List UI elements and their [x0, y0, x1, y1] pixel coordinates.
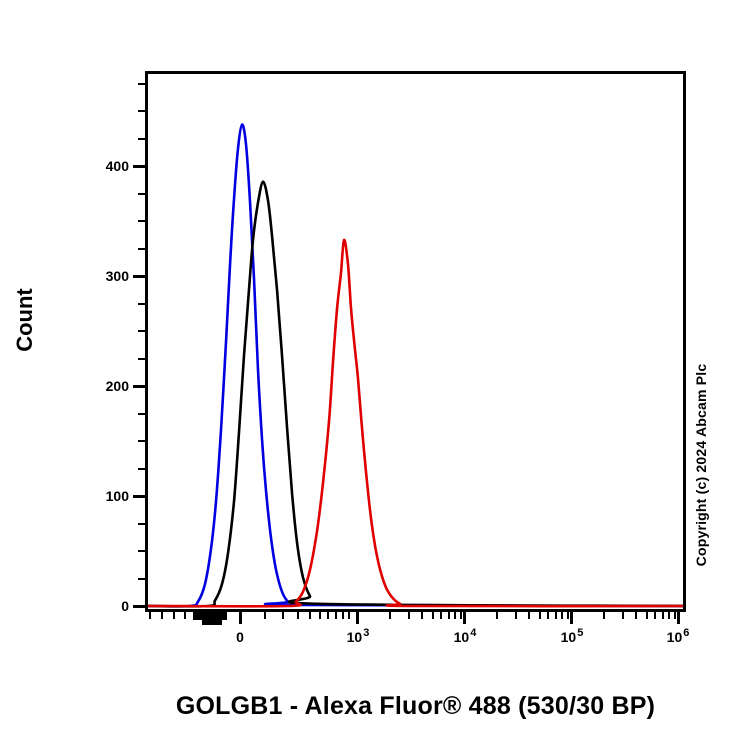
x-minor-tick: [319, 612, 321, 619]
x-minor-tick: [334, 612, 337, 619]
x-tick-label: 105: [560, 627, 584, 645]
y-minor-tick: [138, 550, 145, 553]
y-minor-tick: [138, 467, 145, 470]
x-minor-tick: [495, 612, 498, 619]
y-minor-tick: [138, 577, 145, 580]
x-minor-tick: [326, 612, 329, 619]
y-minor-tick: [138, 412, 145, 415]
plot-area: [145, 71, 686, 612]
x-major-tick: [463, 612, 467, 624]
x-minor-tick: [459, 612, 462, 619]
y-minor-tick: [138, 82, 145, 85]
x-minor-tick: [161, 612, 164, 619]
x-major-tick: [570, 612, 574, 624]
x-axis-title: GOLGB1 - Alexa Fluor® 488 (530/30 BP): [175, 692, 656, 720]
x-tick-label: 0: [236, 629, 244, 645]
x-minor-tick: [515, 612, 518, 619]
y-tick-label: 100: [105, 488, 129, 505]
x-minor-tick: [388, 612, 391, 619]
y-minor-tick: [138, 440, 145, 443]
y-minor-tick: [138, 522, 145, 525]
y-tick-label: 0: [121, 598, 129, 614]
blue-curve: [148, 123, 683, 608]
x-minor-tick: [173, 612, 175, 619]
x-minor-tick: [622, 612, 625, 619]
red-curve: [148, 238, 683, 608]
x-minor-tick: [554, 612, 557, 619]
y-minor-tick: [138, 110, 145, 113]
x-minor-tick: [440, 612, 443, 619]
x-minor-tick: [308, 612, 311, 619]
x-minor-tick: [148, 612, 151, 619]
x-minor-tick: [667, 612, 670, 619]
y-minor-tick: [138, 302, 145, 305]
x-minor-tick: [634, 612, 637, 619]
y-major-tick: [133, 384, 145, 388]
y-axis-title: Count: [12, 288, 37, 352]
y-major-tick: [133, 274, 145, 278]
x-minor-tick: [431, 612, 434, 619]
x-minor-tick: [661, 612, 664, 619]
x-minor-tick: [297, 612, 299, 619]
y-minor-tick: [138, 357, 145, 360]
y-major-tick: [133, 604, 145, 608]
y-major-tick: [133, 164, 145, 168]
x-minor-tick: [453, 612, 456, 619]
x-tick-label: 103: [346, 627, 370, 645]
x-minor-tick: [342, 612, 344, 619]
x-minor-tick: [281, 612, 284, 619]
x-major-tick: [676, 612, 680, 624]
y-minor-tick: [138, 137, 145, 140]
x-minor-tick: [547, 612, 550, 619]
x-tick-label: 104: [453, 627, 477, 645]
y-minor-tick: [138, 192, 145, 195]
y-tick-label: 200: [105, 378, 129, 395]
x-major-tick: [238, 612, 242, 624]
x-minor-tick: [538, 612, 541, 619]
x-minor-tick: [347, 612, 350, 619]
y-tick-label: 300: [105, 268, 129, 285]
x-minor-tick: [184, 612, 187, 619]
copyright-text: Copyright (c) 2024 Abcam Plc: [693, 363, 709, 567]
x-minor-tick: [566, 612, 569, 619]
x-minor-tick: [447, 612, 450, 619]
x-minor-tick: [654, 612, 657, 619]
x-minor-tick: [602, 612, 605, 619]
y-tick-label: 400: [105, 158, 129, 175]
y-minor-tick: [138, 330, 145, 333]
x-minor-tick: [645, 612, 648, 619]
x-minor-tick: [527, 612, 530, 619]
y-minor-tick: [138, 247, 145, 250]
x-minor-tick: [264, 612, 266, 619]
x-minor-tick: [420, 612, 423, 619]
x-minor-tick: [673, 612, 676, 619]
x-tick-label: 106: [666, 627, 690, 645]
x-minor-tick: [560, 612, 563, 619]
x-minor-tick: [408, 612, 411, 619]
histogram-curves: [148, 123, 683, 608]
y-major-tick: [133, 494, 145, 498]
zero-region-tick-cluster-tall: [202, 612, 222, 625]
y-minor-tick: [138, 220, 145, 223]
black-curve: [148, 180, 683, 608]
x-major-tick: [356, 612, 360, 624]
